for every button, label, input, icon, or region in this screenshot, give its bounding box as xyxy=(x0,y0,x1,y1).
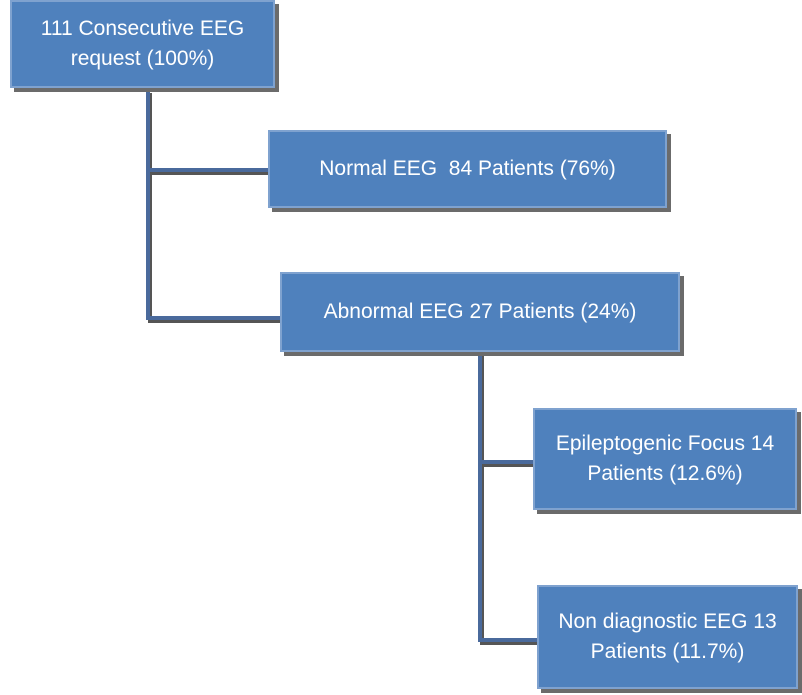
node-label: Patients (11.7%) xyxy=(590,640,745,663)
connector xyxy=(478,352,537,642)
node-label: Patients (12.6%) xyxy=(587,462,743,485)
node-label: request (100%) xyxy=(70,47,215,70)
node: Abnormal EEG 27 Patients (24%) xyxy=(280,272,680,352)
node-label: Non diagnostic EEG 13 xyxy=(558,610,777,633)
connector xyxy=(146,90,280,320)
node: 111 Consecutive EEG request (100%) xyxy=(10,0,275,88)
connector xyxy=(148,93,282,323)
connector-lines xyxy=(146,90,537,642)
node-label: Abnormal EEG 27 Patients (24%) xyxy=(323,300,637,323)
node-label: 111 Consecutive EEG xyxy=(40,17,245,40)
node-label: Epileptogenic Focus 14 xyxy=(555,432,775,455)
node: Normal EEG 84 Patients (76%) xyxy=(268,130,667,208)
node-label: Normal EEG 84 Patients (76%) xyxy=(319,157,616,180)
node: Epileptogenic Focus 14 Patients (12.6%) xyxy=(533,408,797,510)
node: Non diagnostic EEG 13 Patients (11.7%) xyxy=(537,585,798,689)
connector xyxy=(480,355,539,645)
